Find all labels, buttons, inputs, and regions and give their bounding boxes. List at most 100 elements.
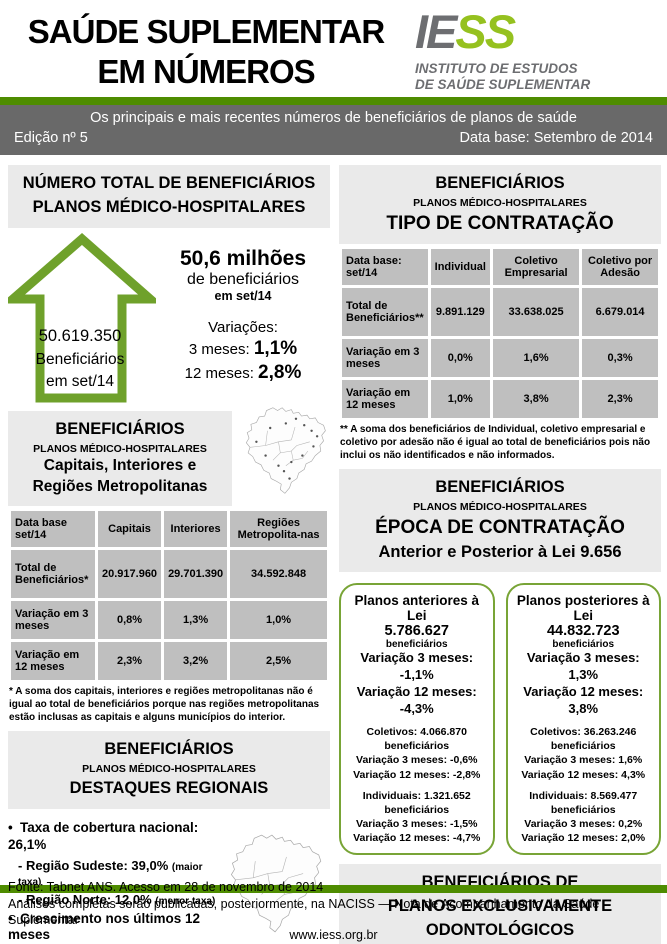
regions-table: Data base set/14 Capitais Interiores Reg… [8, 508, 330, 683]
table-header-row: Data base set/14 Capitais Interiores Reg… [11, 511, 327, 548]
contract-col-header-1: Individual [430, 249, 490, 286]
arrow-label-2: em set/14 [45, 373, 115, 391]
regions-header-line-3: Capitais, Interiores e [43, 457, 197, 475]
list-item: - Região Norte: 12,0% (menor taxa) [18, 891, 216, 907]
list-item: - Região Sudeste: 39,0% (maior taxa) [18, 857, 203, 888]
regions-col-header-2: Interiores [164, 511, 228, 548]
table-row: Variação em 12 meses 2,3% 3,2% 2,5% [11, 642, 327, 681]
footer-website-link[interactable]: www.iess.org.br [289, 928, 378, 942]
page-title: SAÚDE SUPLEMENTAR EM NÚMEROS [6, 8, 406, 93]
bottom-divider-bar [0, 885, 667, 893]
table-row: Variação em 3 meses 0,0% 1,6% 0,3% [342, 339, 658, 378]
contract-row-0-cell-1: 33.638.025 [492, 288, 580, 337]
masthead: SAÚDE SUPLEMENTAR EM NÚMEROS IESS INSTIT… [0, 0, 667, 97]
brazil-map-icon [230, 834, 322, 933]
left-column: NÚMERO TOTAL DE BENEFICIÁRIOS PLANOS MÉD… [0, 165, 330, 944]
regions-col-header-3: Regiões Metropolita-nas [230, 511, 327, 548]
regions-footnote: * A soma dos capitais, interiores e regi… [9, 686, 320, 724]
list-item: • Taxa de cobertura nacional: 26,1% [8, 819, 199, 852]
post-law-plans-box: Planos posteriores à Lei 44.832.723 bene… [505, 583, 661, 856]
variation-12m-label: 12 meses: [184, 364, 254, 382]
highlights-header-line-2: PLANOS MÉDICO-HOSPITALARES [82, 763, 256, 776]
regions-row-0-label: Total de Beneficiários* [11, 550, 95, 599]
footer-source: Fonte: Tabnet ANS. Acesso em 28 de novem… [8, 880, 324, 895]
section-contract-type-header: BENEFICIÁRIOS PLANOS MÉDICO-HOSPITALARES… [339, 165, 661, 245]
iess-logo-subtitle: INSTITUTO DE ESTUDOS DE SAÚDE SUPLEMENTA… [415, 61, 655, 93]
contract-row-1-cell-2: 0,3% [582, 339, 658, 378]
growth-arrow: 50.619.350 Beneficiários em set/14 [0, 232, 162, 405]
contract-row-1-label: Variação em 3 meses [342, 339, 428, 378]
logo-ss-text: SS [455, 5, 516, 58]
contract-header-line-3: TIPO DE CONTRATAÇÃO [386, 212, 614, 234]
variation-3m-value: 1,1% [253, 337, 298, 359]
contract-row-2-cell-0: 1,0% [430, 380, 490, 419]
regions-header-line-1: BENEFICIÁRIOS [55, 419, 185, 438]
right-column: BENEFICIÁRIOS PLANOS MÉDICO-HOSPITALARES… [339, 165, 661, 944]
total-beneficiaries-figure: 50.619.350 Beneficiários em set/14 50,6 … [0, 232, 330, 405]
contract-row-1-cell-1: 1,6% [492, 339, 580, 378]
section-total-beneficiaries-header: NÚMERO TOTAL DE BENEFICIÁRIOS PLANOS MÉD… [8, 165, 330, 228]
regions-col-header-1: Capitais [98, 511, 162, 548]
edition-number: Edição nº 5 [14, 130, 88, 146]
highlights-header-line-3: DESTAQUES REGIONAIS [69, 778, 269, 797]
variations-title: Variações: [208, 318, 278, 336]
regions-row-1-cell-2: 1,0% [230, 601, 327, 640]
logo-subtitle-line-2: DE SAÚDE SUPLEMENTAR [415, 76, 591, 92]
total-millions-value: 50,6 milhões [179, 246, 307, 270]
individual-plans-stats: Individuais: 1.321.652 beneficiários Var… [353, 789, 481, 845]
arrow-label-1: Beneficiários [35, 350, 125, 368]
bullet-icon: • [8, 819, 13, 835]
variation-3m-label: 3 meses: [188, 340, 250, 358]
section-contract-era-header: BENEFICIÁRIOS PLANOS MÉDICO-HOSPITALARES… [339, 469, 661, 573]
contract-row-2-label: Variação em 12 meses [342, 380, 428, 419]
dental-header-line-3: ODONTOLÓGICOS [425, 921, 575, 940]
contract-footnote: ** A soma dos beneficiários de Individua… [340, 424, 651, 462]
dental-header-line-2: PLANOS EXCLUSIVAMENTE [387, 897, 613, 916]
individual-plans-stats: Individuais: 8.569.477 beneficiários Var… [521, 789, 646, 845]
regional-highlights: • Taxa de cobertura nacional: 26,1% - Reg… [8, 816, 330, 944]
arrow-caption: 50.619.350 Beneficiários em set/14 [34, 325, 126, 394]
title-line-2: EM NÚMEROS [97, 53, 315, 91]
era-header-line-1: BENEFICIÁRIOS [435, 478, 565, 497]
regions-row-2-cell-0: 2,3% [98, 642, 162, 681]
up-arrow-icon [0, 232, 162, 403]
edition-banner: Os principais e mais recentes números de… [0, 105, 667, 155]
regions-row-1-cell-0: 0,8% [98, 601, 162, 640]
contract-col-header-2: Coletivo Empresarial [492, 249, 580, 286]
variation-12m-value: 2,8% [258, 361, 302, 383]
regions-row-0-cell-1: 29.701.390 [164, 550, 228, 599]
iess-logo-wordmark: IESS [415, 8, 655, 55]
banner-subtitle: Os principais e mais recentes números de… [90, 110, 577, 126]
logo-subtitle-line-1: INSTITUTO DE ESTUDOS [415, 60, 578, 76]
regions-col-header-0: Data base set/14 [11, 511, 95, 548]
highlights-header-line-1: BENEFICIÁRIOS [104, 740, 234, 759]
content-columns: NÚMERO TOTAL DE BENEFICIÁRIOS PLANOS MÉD… [0, 155, 667, 944]
collective-plans-stats: Coletivos: 36.263.246 beneficiários Vari… [521, 725, 646, 781]
regions-row-2-label: Variação em 12 meses [11, 642, 95, 681]
contract-row-0-cell-0: 9.891.129 [430, 288, 490, 337]
regions-row-2-cell-2: 2,5% [230, 642, 327, 681]
section-dental-plans-header: BENEFICIÁRIOS DE PLANOS EXCLUSIVAMENTE O… [339, 864, 661, 944]
brazil-map-icon [245, 407, 326, 494]
contract-row-1-cell-0: 0,0% [430, 339, 490, 378]
contract-header-line-1: BENEFICIÁRIOS [435, 174, 565, 192]
footer-note: Análises completas serão publicadas, pos… [8, 896, 600, 927]
regions-row-0-cell-0: 20.917.960 [98, 550, 162, 599]
era-header-line-2: PLANOS MÉDICO-HOSPITALARES [413, 501, 587, 514]
regions-row-1-cell-1: 1,3% [164, 601, 228, 640]
table-header-row: Data base: set/14 Individual Coletivo Em… [342, 249, 658, 286]
arrow-total-value: 50.619.350 [38, 326, 122, 345]
database-date: Data base: Setembro de 2014 [459, 130, 653, 146]
contract-col-header-3: Coletivo por Adesão [582, 249, 658, 286]
total-header-line-1: NÚMERO TOTAL DE BENEFICIÁRIOS [22, 174, 316, 192]
total-summary: 50,6 milhões de beneficiários em set/14 … [156, 233, 330, 405]
contract-type-table: Data base: set/14 Individual Coletivo Em… [339, 246, 661, 421]
regions-section: BENEFICIÁRIOS PLANOS MÉDICO-HOSPITALARES… [8, 407, 330, 507]
contract-row-0-label: Total de Beneficiários** [342, 288, 428, 337]
era-header-line-4: Anterior e Posterior à Lei 9.656 [378, 542, 622, 561]
regions-header-line-2: PLANOS MÉDICO-HOSPITALARES [33, 442, 207, 455]
contract-era-boxes: Planos anteriores à Lei 5.786.627 benefi… [339, 583, 661, 856]
contract-row-2-cell-1: 3,8% [492, 380, 580, 419]
list-item: •Crescimento nos últimos 12 mesesnaciona… [8, 910, 201, 943]
